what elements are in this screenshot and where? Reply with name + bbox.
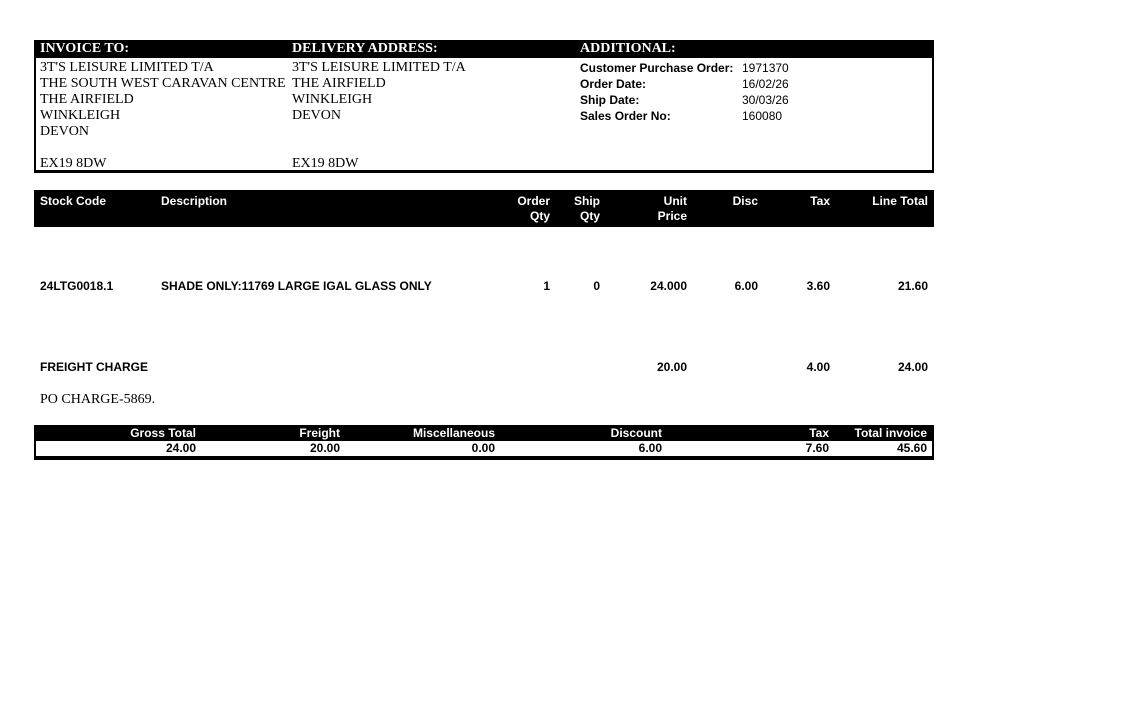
col-header-order-qty: Order Qty	[486, 194, 550, 227]
invoice-to-line: THE SOUTH WEST CARAVAN CENTRE	[40, 76, 286, 91]
invoice-to-postcode: EX19 8DW	[40, 156, 107, 171]
sales-order-no-value: 160080	[742, 109, 783, 123]
invoice-to-line	[40, 140, 286, 156]
discount-label: Discount	[610, 426, 662, 440]
invoice-to-address: 3T'S LEISURE LIMITED T/A THE SOUTH WEST …	[40, 60, 286, 172]
col-header-order-qty-line1: Order	[517, 194, 550, 208]
total-invoice-value: 45.60	[896, 441, 927, 455]
additional-header: ADDITIONAL:	[580, 41, 676, 56]
customer-purchase-order-label: Customer Purchase Order:	[580, 61, 734, 75]
address-info-box: INVOICE TO: DELIVERY ADDRESS: ADDITIONAL…	[34, 40, 934, 173]
col-header-ship-qty-line1: Ship	[574, 194, 600, 208]
gross-total-value: 24.00	[165, 441, 196, 455]
cell-unit-price: 20.00	[656, 360, 687, 374]
delivery-address: 3T'S LEISURE LIMITED T/A THE AIRFIELD WI…	[292, 60, 466, 172]
col-header-disc: Disc	[732, 194, 758, 208]
invoice-to-line: WINKLEIGH	[40, 108, 121, 123]
total-invoice-label: Total invoice	[854, 426, 927, 440]
freight-value: 20.00	[309, 441, 340, 455]
delivery-line	[292, 124, 466, 140]
cell-disc: 6.00	[734, 279, 758, 293]
cell-unit-price: 24.000	[650, 279, 687, 293]
table-row: FREIGHT CHARGE 20.00 4.00 24.00	[34, 360, 934, 374]
col-header-unit-price: Unit Price	[600, 194, 687, 227]
invoice-to-line: THE AIRFIELD	[40, 92, 134, 107]
delivery-line	[292, 140, 466, 156]
cell-order-qty: 1	[543, 279, 550, 293]
col-header-unit-price-line2: Price	[657, 209, 687, 223]
customer-purchase-order-value: 1971370	[742, 61, 789, 75]
cell-line-total: 21.60	[897, 279, 928, 293]
col-header-tax: Tax	[810, 194, 830, 208]
order-date-row: Order Date: 16/02/26	[580, 76, 789, 92]
sales-order-no-label: Sales Order No:	[580, 109, 671, 123]
delivery-line: WINKLEIGH	[292, 92, 373, 107]
delivery-line: DEVON	[292, 108, 341, 123]
cell-order-qty	[486, 360, 550, 374]
col-header-ship-qty-line2: Qty	[579, 209, 600, 223]
cell-description	[161, 360, 486, 374]
totals-box: Gross Total Freight Miscellaneous Discou…	[34, 425, 934, 460]
line-items-header: Stock Code Description Order Qty Ship Qt…	[34, 190, 934, 227]
cell-description: SHADE ONLY:11769 LARGE IGAL GLASS ONLY	[161, 279, 432, 293]
po-charge-note: PO CHARGE-5869.	[40, 392, 156, 407]
cell-stock-code: FREIGHT CHARGE	[40, 360, 148, 374]
delivery-line: THE AIRFIELD	[292, 76, 386, 91]
discount-value: 6.00	[638, 441, 662, 455]
cell-tax: 3.60	[806, 279, 830, 293]
col-header-ship-qty: Ship Qty	[550, 194, 600, 227]
gross-total-label: Gross Total	[130, 426, 196, 440]
col-header-order-qty-line2: Qty	[529, 209, 550, 223]
customer-purchase-order-row: Customer Purchase Order: 1971370	[580, 60, 789, 76]
ship-date-value: 30/03/26	[742, 93, 789, 107]
cell-ship-qty: 0	[593, 279, 600, 293]
totals-header-band: Gross Total Freight Miscellaneous Discou…	[36, 425, 932, 441]
miscellaneous-label: Miscellaneous	[412, 426, 495, 440]
delivery-line: 3T'S LEISURE LIMITED T/A	[292, 60, 466, 75]
order-date-label: Order Date:	[580, 77, 647, 91]
cell-stock-code: 24LTG0018.1	[40, 279, 114, 293]
col-header-stock-code: Stock Code	[40, 194, 107, 208]
totals-values-row: 24.00 20.00 0.00 6.00 7.60 45.60	[36, 441, 932, 456]
tax-label: Tax	[809, 426, 829, 440]
additional-info: Customer Purchase Order: 1971370 Order D…	[580, 60, 789, 124]
delivery-address-header: DELIVERY ADDRESS:	[292, 41, 438, 56]
table-row: 24LTG0018.1 SHADE ONLY:11769 LARGE IGAL …	[34, 279, 934, 293]
tax-value: 7.60	[805, 441, 829, 455]
miscellaneous-value: 0.00	[471, 441, 495, 455]
col-header-description: Description	[161, 194, 228, 208]
cell-line-total: 24.00	[897, 360, 928, 374]
cell-ship-qty	[550, 360, 600, 374]
order-date-value: 16/02/26	[742, 77, 789, 91]
invoice-to-header: INVOICE TO:	[40, 41, 130, 56]
col-header-line-total: Line Total	[872, 194, 928, 208]
sales-order-no-row: Sales Order No: 160080	[580, 108, 789, 124]
cell-disc	[687, 360, 758, 374]
ship-date-label: Ship Date:	[580, 93, 640, 107]
invoice-to-line: DEVON	[40, 124, 89, 139]
cell-tax: 4.00	[806, 360, 830, 374]
address-header-band: INVOICE TO: DELIVERY ADDRESS: ADDITIONAL…	[34, 40, 934, 58]
freight-label: Freight	[299, 426, 340, 440]
delivery-postcode: EX19 8DW	[292, 156, 359, 171]
col-header-unit-price-line1: Unit	[663, 194, 687, 208]
ship-date-row: Ship Date: 30/03/26	[580, 92, 789, 108]
invoice-to-line: 3T'S LEISURE LIMITED T/A	[40, 60, 214, 75]
